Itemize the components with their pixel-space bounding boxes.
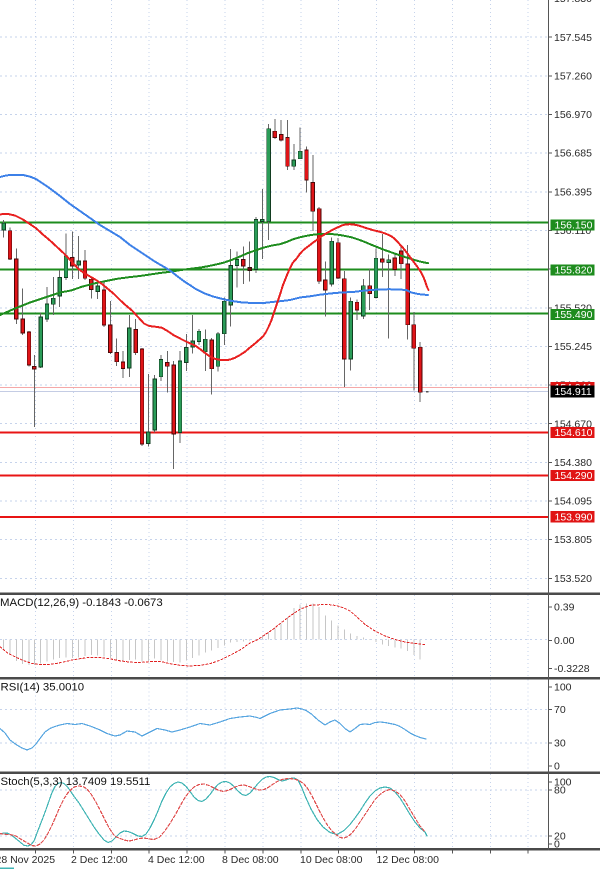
svg-text:12 Dec 08:00: 12 Dec 08:00 (377, 854, 440, 866)
svg-text:100: 100 (554, 777, 572, 789)
svg-text:153.805: 153.805 (554, 534, 592, 546)
svg-text:100: 100 (554, 682, 572, 694)
svg-text:-0.3228: -0.3228 (554, 663, 590, 675)
svg-text:154.380: 154.380 (554, 457, 592, 469)
svg-text:157.260: 157.260 (554, 70, 592, 82)
svg-text:RSI(14) 35.0010: RSI(14) 35.0010 (1, 682, 85, 694)
svg-text:10 Dec 08:00: 10 Dec 08:00 (300, 854, 363, 866)
svg-text:154.911: 154.911 (555, 386, 592, 398)
svg-text:20: 20 (554, 831, 566, 843)
svg-text:154.290: 154.290 (555, 470, 593, 482)
svg-text:2 Dec 12:00: 2 Dec 12:00 (71, 854, 128, 866)
svg-text:156.150: 156.150 (555, 220, 593, 232)
svg-text:156.685: 156.685 (554, 148, 592, 160)
svg-text:153.520: 153.520 (554, 573, 592, 585)
svg-text:MACD(12,26,9) -0.1843 -0.0673: MACD(12,26,9) -0.1843 -0.0673 (0, 597, 163, 609)
svg-text:0: 0 (554, 839, 560, 851)
svg-text:70: 70 (554, 704, 566, 716)
svg-text:155.245: 155.245 (554, 341, 592, 353)
svg-text:154.095: 154.095 (554, 496, 592, 508)
svg-text:157.545: 157.545 (554, 32, 592, 44)
svg-text:0.00: 0.00 (554, 635, 575, 647)
svg-text:0.39: 0.39 (554, 602, 575, 614)
svg-text:156.395: 156.395 (554, 186, 592, 198)
svg-text:8 Dec 08:00: 8 Dec 08:00 (222, 854, 279, 866)
svg-text:154.610: 154.610 (555, 427, 593, 439)
svg-text:156.970: 156.970 (554, 109, 592, 121)
svg-text:Stoch(5,3,3) 13.7409 19.5511: Stoch(5,3,3) 13.7409 19.5511 (1, 776, 151, 788)
svg-text:155.490: 155.490 (555, 309, 593, 321)
svg-text:80: 80 (554, 785, 566, 797)
svg-text:28 Nov 2025: 28 Nov 2025 (0, 854, 55, 866)
svg-text:4 Dec 12:00: 4 Dec 12:00 (148, 854, 205, 866)
svg-text:155.820: 155.820 (555, 265, 593, 277)
svg-text:30: 30 (554, 738, 566, 750)
svg-text:153.990: 153.990 (555, 511, 593, 523)
svg-text:0: 0 (554, 761, 560, 773)
svg-text:157.830: 157.830 (554, 0, 592, 5)
